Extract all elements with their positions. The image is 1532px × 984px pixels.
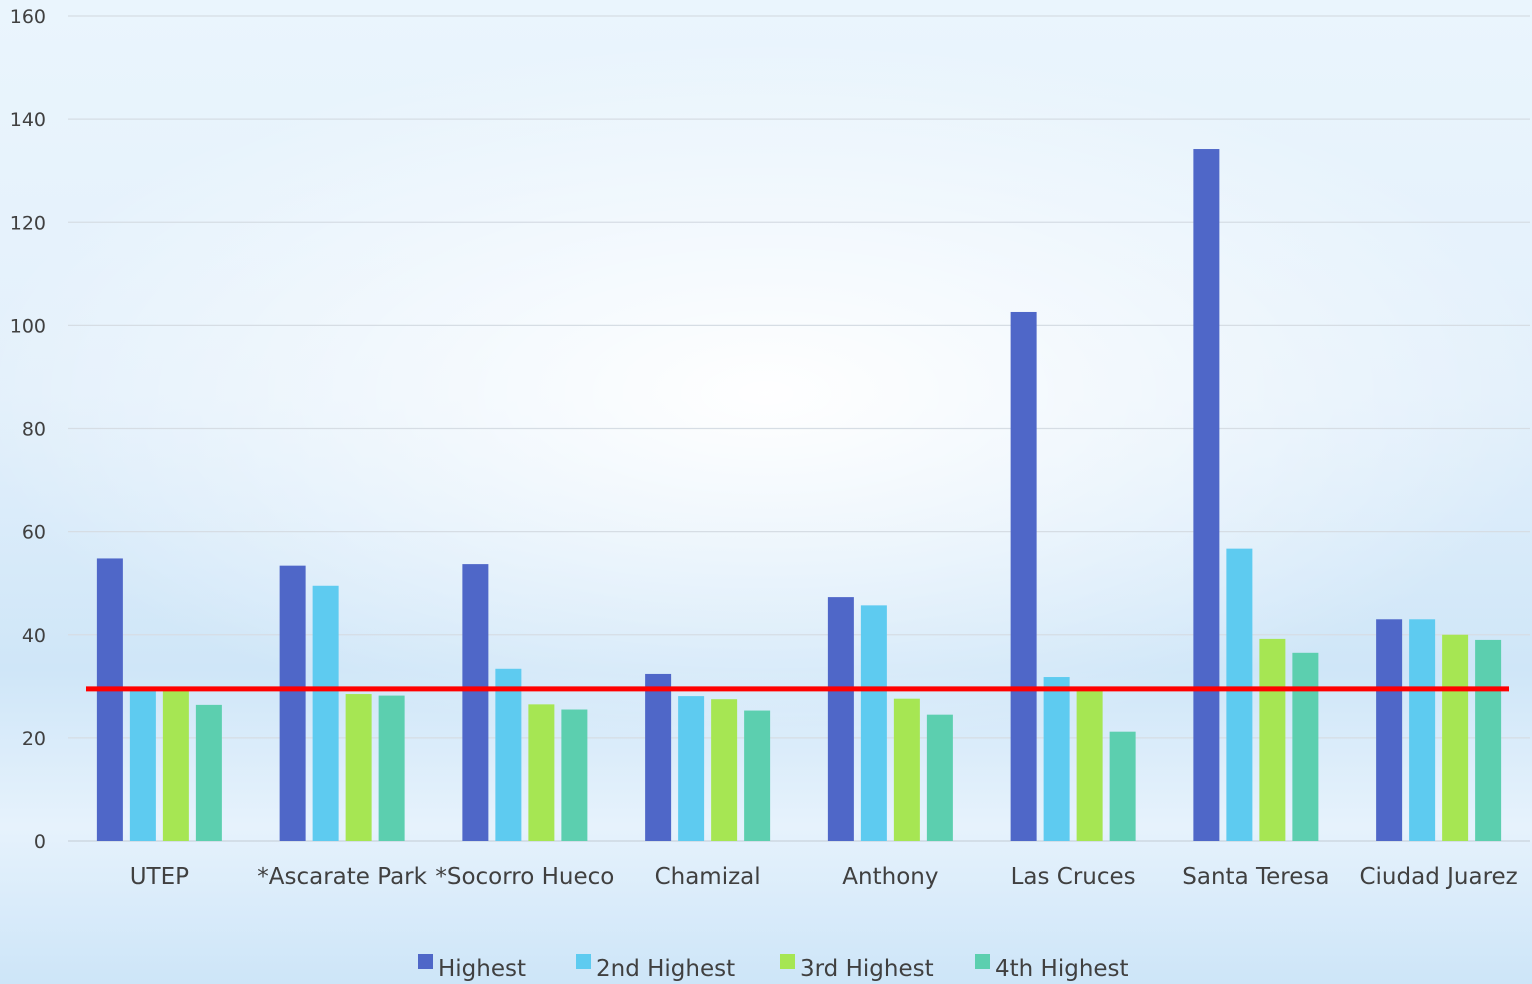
bar-2nd-highest-ascarate-park [312, 585, 339, 841]
legend: Highest 2nd Highest 3rd Highest 4th Highest [418, 954, 1129, 982]
bar-3rd-highest-santa-teresa [1259, 638, 1286, 841]
bar-2nd-highest-socorro-hueco [495, 668, 522, 841]
bar-4th-highest-chamizal [744, 710, 771, 841]
category-label: Chamizal [655, 864, 761, 890]
bar-highest-ciudad-juarez [1376, 619, 1403, 841]
bar-3rd-highest-ciudad-juarez [1442, 634, 1469, 841]
bar-highest-chamizal [645, 673, 672, 841]
bar-2nd-highest-ciudad-juarez [1409, 619, 1436, 841]
bar-highest-las-cruces [1010, 311, 1037, 841]
legend-label: 3rd Highest [800, 956, 934, 982]
bar-4th-highest-socorro-hueco [561, 709, 588, 841]
bar-2nd-highest-utep [129, 688, 156, 841]
bar-highest-santa-teresa [1193, 149, 1220, 841]
bar-4th-highest-las-cruces [1109, 731, 1136, 841]
category-labels: UTEP *Ascarate Park *Socorro Hueco Chamizal… [130, 864, 1518, 890]
bar-3rd-highest-chamizal [711, 699, 738, 841]
bar-2nd-highest-santa-teresa [1226, 548, 1253, 841]
bar-4th-highest-santa-teresa [1292, 652, 1319, 841]
bar-3rd-highest-las-cruces [1076, 688, 1103, 841]
bar-3rd-highest-utep [162, 688, 189, 841]
bar-highest-ascarate-park [279, 565, 306, 841]
bar-4th-highest-utep [195, 704, 222, 841]
y-tick-label: 0 [34, 831, 46, 853]
bar-highest-utep [96, 558, 123, 841]
bar-3rd-highest-socorro-hueco [528, 704, 555, 841]
bar-3rd-highest-ascarate-park [345, 694, 372, 841]
legend-swatch [780, 954, 795, 969]
y-tick-label: 100 [10, 315, 46, 337]
category-label: *Ascarate Park [257, 864, 427, 890]
bar-highest-socorro-hueco [462, 564, 489, 841]
bar-highest-anthony [827, 597, 854, 841]
category-label: Santa Teresa [1182, 864, 1329, 890]
category-label: *Socorro Hueco [435, 864, 614, 890]
category-label: UTEP [130, 864, 189, 890]
legend-swatch [576, 954, 591, 969]
bar-2nd-highest-las-cruces [1043, 677, 1070, 841]
legend-label: 2nd Highest [596, 956, 735, 982]
legend-swatch [418, 954, 433, 969]
bar-2nd-highest-chamizal [678, 696, 705, 841]
legend-label: 4th Highest [995, 956, 1129, 982]
bar-3rd-highest-anthony [893, 698, 920, 841]
y-tick-label: 140 [10, 109, 46, 131]
gridlines [68, 15, 1530, 842]
category-label: Ciudad Juarez [1359, 864, 1517, 890]
bar-4th-highest-ascarate-park [378, 695, 405, 841]
bar-2nd-highest-anthony [860, 605, 887, 841]
legend-swatch [975, 954, 990, 969]
y-tick-label: 60 [22, 522, 46, 544]
category-label: Anthony [842, 864, 938, 890]
bars [96, 149, 1502, 841]
y-tick-label: 120 [10, 212, 46, 234]
bar-4th-highest-ciudad-juarez [1475, 639, 1502, 841]
y-tick-label: 20 [22, 728, 46, 750]
category-label: Las Cruces [1011, 864, 1136, 890]
y-tick-label: 40 [22, 625, 46, 647]
y-axis-tick-labels: 0 20 40 60 80 100 120 140 160 [10, 6, 46, 853]
y-tick-label: 80 [22, 419, 46, 441]
legend-label: Highest [438, 956, 526, 982]
y-tick-label: 160 [10, 6, 46, 28]
bar-4th-highest-anthony [926, 714, 953, 841]
